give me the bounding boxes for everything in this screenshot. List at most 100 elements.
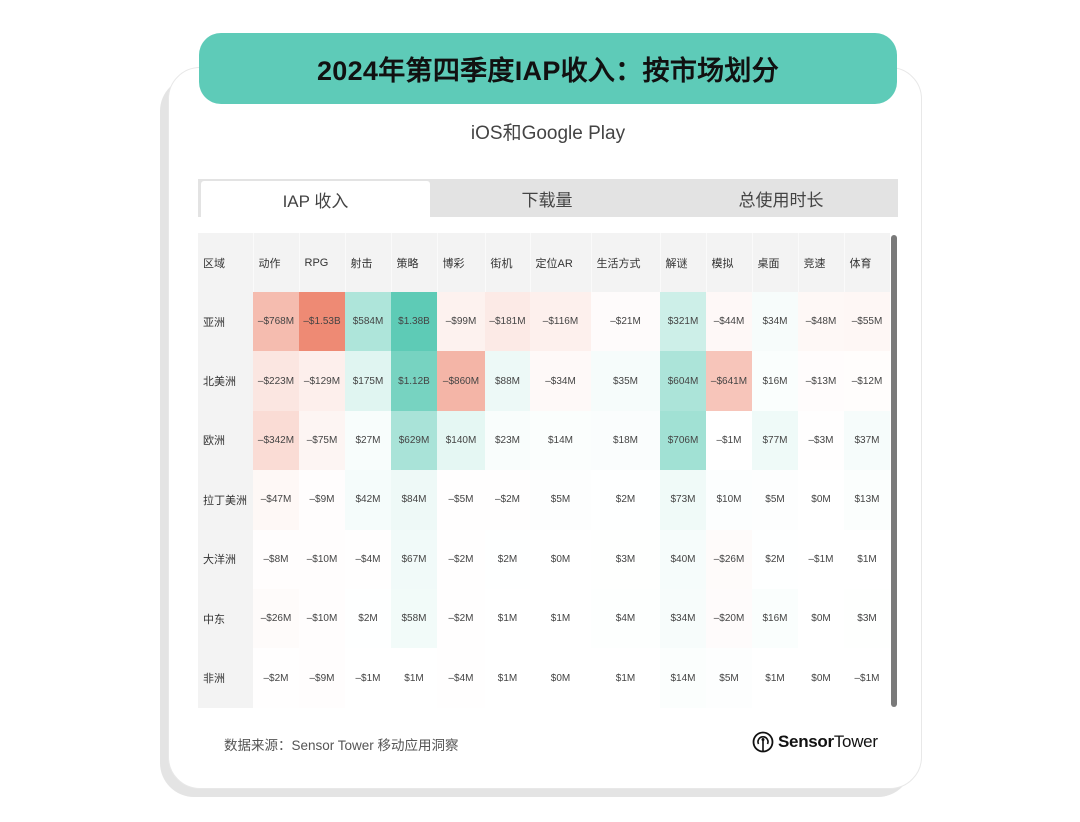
sensor-tower-logo: SensorTower [752,731,878,753]
heatmap-cell: –$768M [253,292,299,352]
heatmap-cell: $1M [485,588,530,649]
heatmap-cell: $18M [591,410,660,471]
heatmap-cell: $1M [391,648,437,708]
row-header-region: 非洲 [198,648,253,708]
heatmap-cell: $4M [591,588,660,649]
heatmap-cell: –$21M [591,292,660,352]
column-header: 桌面 [752,233,799,292]
heatmap-cell: $1M [844,529,890,589]
column-header-region: 区域 [198,233,254,292]
table-row: 亚洲 –$768M –$1.53B $584M $1.38B –$99M –$181M –$1… [198,292,890,352]
heatmap-cell: –$13M [798,351,844,411]
heatmap-cell: –$9M [299,470,345,530]
heatmap-cell: $5M [530,470,591,530]
heatmap-cell: $3M [591,529,660,589]
heatmap-cell: –$3M [798,410,844,471]
heatmap-cell: –$129M [299,351,345,411]
heatmap-cell: –$181M [485,292,530,352]
tab-total-usage-time[interactable]: 总使用时长 [738,190,824,210]
heatmap-cell: $13M [844,470,890,530]
heatmap-cell: –$5M [437,470,485,530]
heatmap-cell: –$1M [844,648,890,708]
heatmap-cell: $175M [345,351,391,411]
heatmap-cell: $58M [391,588,437,649]
logo-text-bold: Sensor [778,732,834,751]
row-header-region: 欧洲 [198,410,253,471]
heatmap-cell: –$1.53B [299,292,345,352]
heatmap-cell: $23M [485,410,530,471]
column-header: 街机 [485,233,531,292]
row-header-region: 大洋洲 [198,529,253,589]
heatmap-cell: $16M [752,588,798,649]
heatmap-cell: –$20M [706,588,752,649]
heatmap-cell: $77M [752,410,798,471]
table-row: 中东 –$26M –$10M $2M $58M –$2M $1M $1M $4M $34M –$20… [198,588,890,649]
heatmap-cell: $73M [660,470,706,530]
column-header: 动作 [253,233,300,292]
column-header: 模拟 [706,233,753,292]
heatmap-cell: $0M [798,470,844,530]
heatmap-cell: –$99M [437,292,485,352]
heatmap-cell: –$2M [485,470,530,530]
data-source-note: 数据来源：Sensor Tower 移动应用洞察 [224,738,459,753]
heatmap-cell: $14M [660,648,706,708]
heatmap-cell: $42M [345,470,391,530]
heatmap-cell: $40M [660,529,706,589]
heatmap-cell: –$223M [253,351,299,411]
heatmap-cell: $321M [660,292,706,352]
heatmap-cell: $706M [660,410,706,471]
row-header-region: 中东 [198,588,253,649]
column-header: 竞速 [798,233,845,292]
heatmap-cell: $34M [752,292,798,352]
heatmap-cell: $140M [437,410,485,471]
column-header: 博彩 [437,233,486,292]
heatmap-cell: $0M [530,529,591,589]
heatmap-cell: –$342M [253,410,299,471]
heatmap-cell: $0M [530,648,591,708]
heatmap-cell: –$2M [437,588,485,649]
heatmap-cell: –$4M [345,529,391,589]
heatmap-cell: $604M [660,351,706,411]
table-row: 拉丁美洲 –$47M –$9M $42M $84M –$5M –$2M $5M $2M $73M $… [198,470,890,530]
column-header: 解谜 [660,233,707,292]
row-header-region: 拉丁美洲 [198,470,253,530]
heatmap-cell: –$44M [706,292,752,352]
heatmap-cell: $2M [345,588,391,649]
heatmap-cell: $1M [591,648,660,708]
table-header-row: 区域 动作 RPG 射击 策略 博彩 街机 定位AR 生活方式 解谜 模拟 桌面… [198,233,890,292]
heatmap-cell: –$55M [844,292,890,352]
heatmap-cell: $584M [345,292,391,352]
heatmap-cell: –$9M [299,648,345,708]
heatmap-cell: $27M [345,410,391,471]
heatmap-cell: $35M [591,351,660,411]
page-title: 2024年第四季度IAP收入：按市场划分 [199,33,897,104]
metric-tabs: IAP 收入 下载量 总使用时长 [198,179,898,217]
heatmap-cell: –$26M [253,588,299,649]
tab-downloads[interactable]: 下载量 [521,190,573,210]
tab-iap-revenue[interactable]: IAP 收入 [201,181,430,217]
heatmap-cell: $37M [844,410,890,471]
heatmap-cell: –$47M [253,470,299,530]
heatmap-cell: –$1M [706,410,752,471]
heatmap-cell: $1M [752,648,798,708]
sensor-tower-logo-icon [752,731,774,753]
heatmap-cell: –$48M [798,292,844,352]
heatmap-cell: $2M [752,529,798,589]
table-row: 非洲 –$2M –$9M –$1M $1M –$4M $1M $0M $1M $14M $5M $1M… [198,648,890,708]
column-header: 体育 [844,233,890,292]
heatmap-cell: –$1M [345,648,391,708]
heatmap-cell: –$4M [437,648,485,708]
row-header-region: 北美洲 [198,351,253,411]
heatmap-cell: –$10M [299,588,345,649]
heatmap-cell: $16M [752,351,798,411]
heatmap-cell: –$26M [706,529,752,589]
heatmap-cell: –$2M [437,529,485,589]
heatmap-cell: $1M [530,588,591,649]
table-scrollbar[interactable] [891,235,897,707]
heatmap-cell: $67M [391,529,437,589]
column-header: 射击 [345,233,392,292]
heatmap-cell: $84M [391,470,437,530]
heatmap-cell: $0M [798,588,844,649]
page-subtitle: iOS和Google Play [470,123,626,144]
column-header: 定位AR [530,233,592,292]
